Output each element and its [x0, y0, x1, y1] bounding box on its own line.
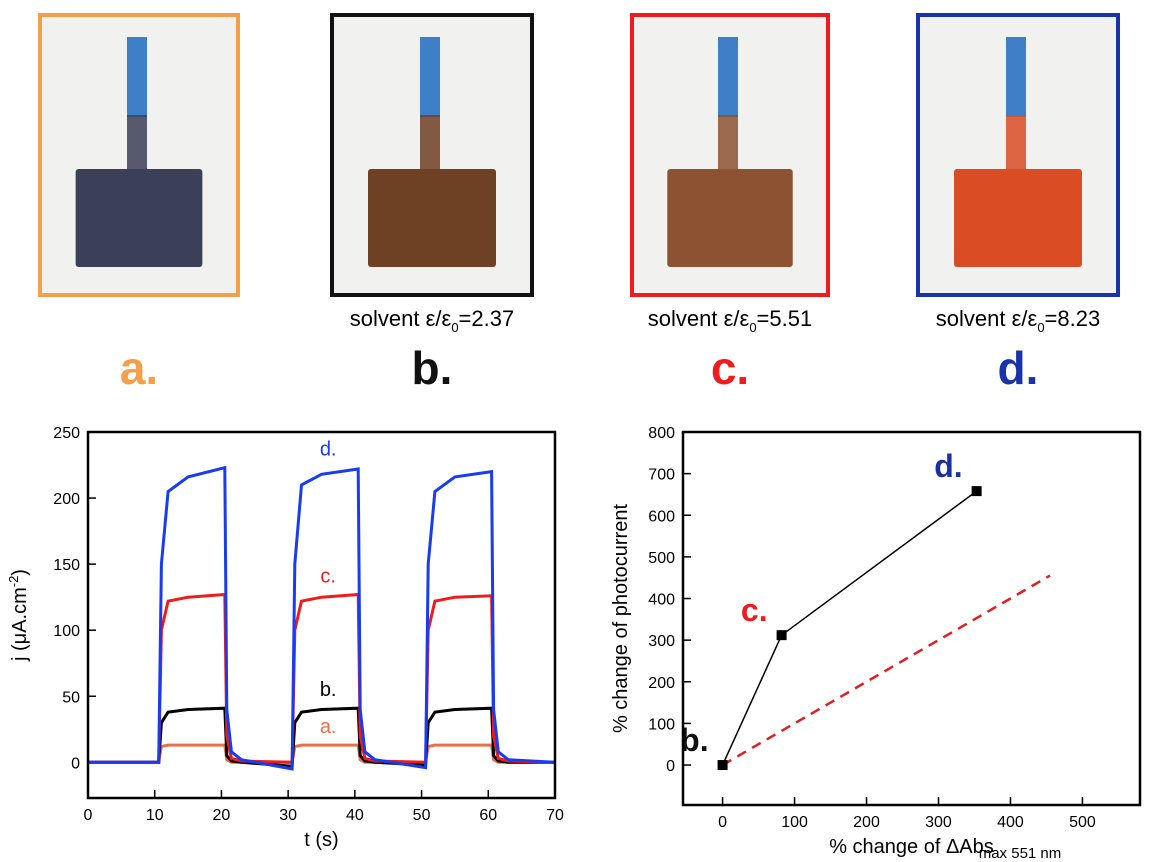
- x-tick-label: 100: [781, 814, 808, 831]
- electrode-stem: [127, 37, 147, 117]
- electrode-plate: [76, 169, 203, 267]
- y-tick-label: 0: [666, 758, 675, 775]
- x-tick-label: 300: [925, 814, 952, 831]
- y-tick-label: 150: [53, 557, 80, 574]
- caption-text: solvent ε/ε: [936, 306, 1038, 331]
- electrode-neck: [1006, 115, 1026, 175]
- caption-text: solvent ε/ε: [350, 306, 452, 331]
- panel-label: a.: [120, 342, 158, 394]
- x-axis-note: max 551 nm: [979, 845, 1062, 862]
- panel-label: c.: [711, 342, 749, 394]
- point-label: d.: [934, 448, 962, 484]
- electrode-stem: [718, 37, 738, 117]
- panel-label: d.: [998, 342, 1039, 394]
- electrode-neck: [718, 115, 738, 175]
- electrode-neck: [127, 115, 147, 175]
- panel-caption: solvent ε/ε0=8.23: [936, 306, 1100, 335]
- point-label: b.: [680, 722, 708, 758]
- caption-subscript: 0: [1037, 320, 1044, 335]
- caption-subscript: 0: [749, 320, 756, 335]
- electrode-plate: [368, 169, 496, 267]
- panel-caption: solvent ε/ε0=2.37: [350, 306, 514, 335]
- caption-value: =2.37: [459, 306, 515, 331]
- x-tick-label: 40: [346, 807, 364, 824]
- electrode-plate: [667, 169, 792, 267]
- panel-caption: solvent ε/ε0=5.51: [648, 306, 812, 335]
- series-label: c.: [320, 566, 336, 588]
- y-tick-label: 800: [648, 425, 675, 442]
- electrode-plate: [954, 169, 1082, 267]
- y-label-superscript: -2: [6, 576, 21, 588]
- series-label: a.: [320, 716, 337, 738]
- y-tick-label: 500: [648, 550, 675, 567]
- x-tick-label: 0: [84, 807, 93, 824]
- electrode-neck: [420, 115, 440, 175]
- x-tick-label: 500: [1069, 814, 1096, 831]
- caption-value: =8.23: [1045, 306, 1101, 331]
- electrode-stem: [420, 37, 440, 117]
- x-tick-label: 70: [546, 807, 564, 824]
- x-tick-label: 400: [997, 814, 1024, 831]
- y-tick-label: 300: [648, 633, 675, 650]
- x-tick-label: 0: [718, 814, 727, 831]
- series-label: b.: [320, 679, 337, 701]
- caption-text: solvent ε/ε: [648, 306, 750, 331]
- caption-value: =5.51: [757, 306, 813, 331]
- series-label: d.: [320, 439, 337, 461]
- x-axis-label: t (s): [304, 829, 338, 851]
- y-tick-label: 700: [648, 467, 675, 484]
- y-axis-label: j (μA.cm-2): [6, 569, 31, 662]
- y-tick-label: 100: [648, 716, 675, 733]
- electrode-stem: [1006, 37, 1026, 117]
- x-axis-label: % change of ΔAbs: [829, 836, 994, 858]
- reference-line: [723, 576, 1050, 765]
- y-tick-label: 600: [648, 508, 675, 525]
- y-axis-label: % change of photocurrent: [610, 504, 632, 733]
- x-tick-label: 200: [853, 814, 880, 831]
- y-tick-label: 200: [648, 675, 675, 692]
- y-tick-label: 0: [71, 755, 80, 772]
- x-tick-label: 50: [413, 807, 431, 824]
- y-label-text: ): [9, 569, 31, 576]
- y-tick-label: 100: [53, 623, 80, 640]
- x-tick-label: 60: [479, 807, 497, 824]
- point-label: c.: [741, 592, 768, 628]
- x-tick-label: 30: [279, 807, 297, 824]
- panel-label: b.: [412, 342, 453, 394]
- x-tick-label: 20: [213, 807, 231, 824]
- figure: a.solvent ε/ε0=2.37b.solvent ε/ε0=5.51c.…: [0, 0, 1165, 862]
- caption-subscript: 0: [451, 320, 458, 335]
- y-tick-label: 400: [648, 592, 675, 609]
- data-point: [972, 486, 982, 496]
- y-tick-label: 250: [53, 425, 80, 442]
- data-point: [718, 760, 728, 770]
- x-tick-label: 10: [146, 807, 164, 824]
- data-point: [777, 630, 787, 640]
- y-label-text: j (μA.cm: [9, 587, 31, 662]
- y-tick-label: 50: [62, 689, 80, 706]
- y-tick-label: 200: [53, 491, 80, 508]
